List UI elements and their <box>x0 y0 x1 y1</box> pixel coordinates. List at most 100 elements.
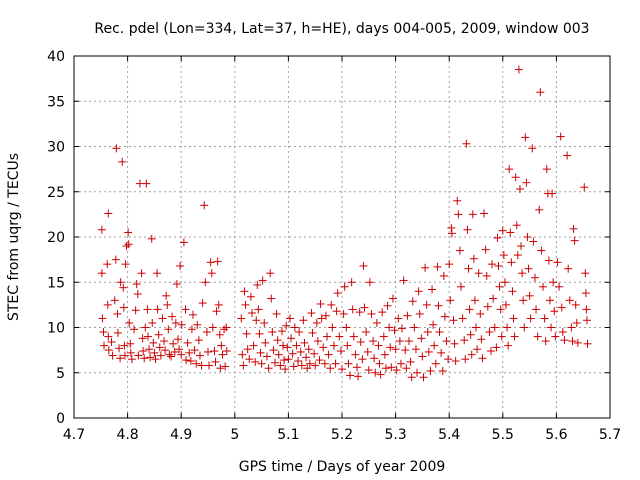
data-point <box>451 356 460 365</box>
chart-title: Rec. pdel (Lon=334, Lat=37, h=HE), days … <box>94 21 589 37</box>
data-point <box>172 280 181 289</box>
data-point <box>497 332 506 341</box>
data-point <box>558 328 567 337</box>
data-point <box>322 332 331 341</box>
data-point <box>472 323 480 332</box>
data-point <box>281 365 290 374</box>
data-point <box>419 373 428 382</box>
data-point <box>391 345 400 354</box>
y-tick-label: 40 <box>47 49 65 65</box>
data-point <box>212 307 221 316</box>
y-tick-labels: 0 5 10 15 20 25 30 35 40 <box>47 49 65 427</box>
data-point <box>485 328 494 337</box>
data-point <box>315 356 324 365</box>
y-tick-label: 5 <box>56 366 65 382</box>
data-point <box>254 305 263 314</box>
data-point <box>125 318 134 327</box>
data-point <box>335 332 344 341</box>
data-point <box>455 246 464 255</box>
y-tick-label: 15 <box>47 275 65 291</box>
data-point <box>344 359 353 368</box>
data-point <box>268 328 277 337</box>
data-point <box>260 318 269 327</box>
data-point <box>127 355 136 364</box>
data-point <box>462 139 471 148</box>
data-point <box>356 337 365 346</box>
x-tick-label: 5.2 <box>331 427 353 443</box>
data-point <box>418 352 427 361</box>
data-point <box>170 347 179 356</box>
data-point <box>120 351 129 360</box>
data-points <box>97 65 592 382</box>
data-point <box>165 350 174 359</box>
data-point <box>208 323 217 332</box>
data-point <box>410 323 419 332</box>
data-point <box>405 337 413 346</box>
data-point <box>217 341 226 350</box>
data-point <box>442 337 451 346</box>
data-point <box>204 347 212 356</box>
data-point <box>241 300 250 309</box>
data-point <box>387 363 396 372</box>
data-point <box>340 282 349 291</box>
y-tick-label: 10 <box>47 321 65 337</box>
data-point <box>515 185 524 194</box>
data-point <box>99 328 108 337</box>
data-point <box>280 356 289 365</box>
data-point <box>239 361 248 370</box>
data-point <box>523 233 532 241</box>
data-point <box>296 347 305 356</box>
data-point <box>267 294 276 303</box>
data-point <box>449 316 458 325</box>
y-tick-label: 0 <box>56 411 65 427</box>
data-point <box>100 341 109 350</box>
data-point <box>246 292 255 301</box>
data-point <box>138 334 147 343</box>
data-point <box>256 348 265 357</box>
data-point <box>430 341 439 350</box>
data-point <box>526 314 535 323</box>
data-point <box>331 359 340 368</box>
data-point <box>183 338 192 347</box>
data-point <box>365 278 374 287</box>
data-point <box>468 210 477 219</box>
data-point <box>134 351 143 360</box>
y-tick-label: 20 <box>47 230 65 246</box>
data-point <box>504 341 513 350</box>
data-point <box>251 357 260 366</box>
data-point <box>582 316 591 325</box>
data-point <box>120 341 129 350</box>
data-point <box>378 308 387 317</box>
data-point <box>320 359 329 368</box>
data-point <box>342 323 351 332</box>
data-point <box>261 338 270 347</box>
data-point <box>148 318 157 327</box>
data-point <box>271 358 279 367</box>
data-point <box>277 327 286 336</box>
data-point <box>385 323 394 332</box>
data-point <box>431 359 440 368</box>
data-point <box>413 368 422 377</box>
data-point <box>447 229 456 238</box>
data-point <box>216 364 225 373</box>
y-tick-label: 30 <box>47 140 65 156</box>
data-point <box>131 306 140 315</box>
data-point <box>395 337 404 346</box>
data-point <box>509 314 518 323</box>
data-point <box>197 361 206 370</box>
data-point <box>302 353 311 362</box>
data-point <box>487 347 496 356</box>
data-point <box>560 336 569 345</box>
data-point <box>408 297 417 306</box>
data-point <box>369 337 378 346</box>
data-point <box>544 256 553 265</box>
data-point <box>173 335 182 344</box>
data-point <box>304 345 313 354</box>
data-point <box>97 269 106 278</box>
data-point <box>97 225 106 234</box>
data-point <box>140 354 149 363</box>
data-point <box>133 290 142 299</box>
data-point <box>221 362 230 371</box>
data-point <box>145 345 154 354</box>
data-point <box>194 336 203 345</box>
